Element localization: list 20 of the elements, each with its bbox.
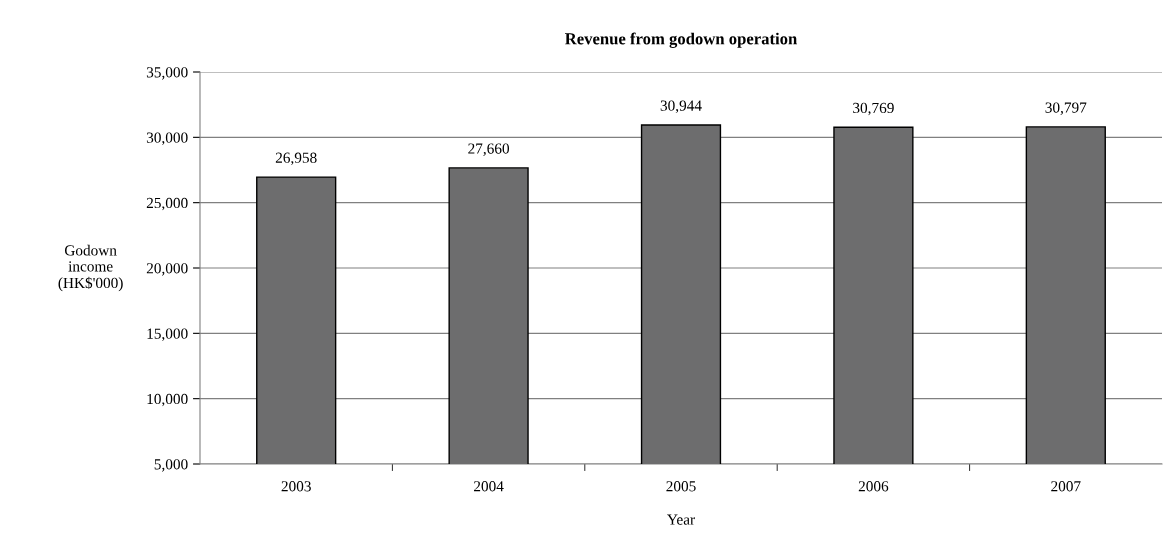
x-tick-label: 2006 — [858, 481, 889, 492]
data-label: 30,944 — [660, 100, 702, 113]
y-tick-label: 5,000 — [154, 459, 188, 472]
y-tick-label: 35,000 — [146, 67, 188, 80]
x-tick-label: 2005 — [666, 481, 696, 492]
y-tick-label: 25,000 — [146, 197, 188, 211]
data-label: 27,660 — [468, 143, 510, 156]
data-label: 30,797 — [1045, 102, 1087, 115]
y-tick-label: 20,000 — [146, 263, 188, 276]
y-tick-label: 30,000 — [146, 132, 188, 145]
chart-title: Revenue from godown operation — [565, 32, 798, 48]
x-axis-title: Year — [667, 514, 695, 525]
x-tick-label: 2004 — [473, 481, 504, 492]
x-tick-label: 2003 — [281, 481, 311, 492]
data-label: 26,958 — [275, 152, 317, 166]
y-axis-title: Godown income (HK$'000) — [58, 244, 123, 292]
x-tick-label: 2007 — [1051, 481, 1081, 492]
y-tick-label: 15,000 — [147, 328, 188, 341]
y-tick-label: 10,000 — [147, 393, 188, 407]
data-label: 30,769 — [853, 102, 894, 116]
